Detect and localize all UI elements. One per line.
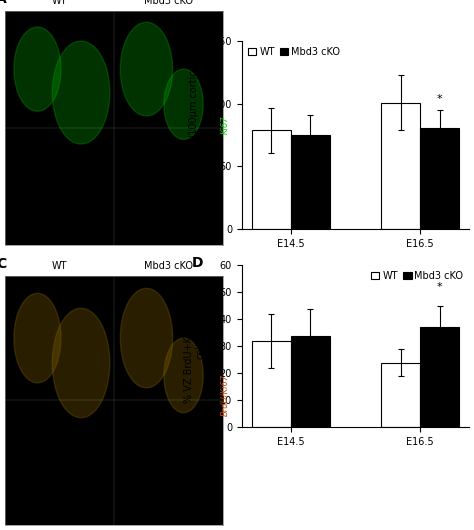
Text: A: A	[0, 0, 7, 6]
Bar	[252, 341, 291, 427]
Text: BrdU/Ki67: BrdU/Ki67	[221, 374, 229, 416]
Bar	[382, 363, 420, 427]
Bar	[420, 128, 459, 229]
Text: WT: WT	[52, 0, 67, 6]
Text: B: B	[191, 30, 202, 44]
Text: D: D	[191, 255, 203, 270]
Polygon shape	[120, 288, 173, 388]
Bar	[291, 335, 329, 427]
Polygon shape	[120, 22, 173, 116]
Polygon shape	[14, 27, 61, 111]
Bar	[420, 328, 459, 427]
Y-axis label: VZ Ki67+ cells/100μm cortical
length: VZ Ki67+ cells/100μm cortical length	[189, 61, 211, 209]
Polygon shape	[164, 69, 203, 139]
Text: Mbd3 cKO: Mbd3 cKO	[144, 261, 193, 271]
Polygon shape	[52, 308, 110, 418]
Legend: WT, Mbd3 cKO: WT, Mbd3 cKO	[246, 46, 341, 58]
Text: C: C	[0, 257, 6, 271]
Text: Ki67: Ki67	[221, 116, 229, 134]
Bar	[252, 130, 291, 229]
Bar	[382, 102, 420, 229]
Text: *: *	[437, 94, 442, 104]
Text: WT: WT	[52, 261, 67, 271]
Polygon shape	[14, 293, 61, 383]
Bar	[291, 135, 329, 229]
Y-axis label: % VZ BrdU+Ki67-/BrdU
cells/
100μm cortical length: % VZ BrdU+Ki67-/BrdU cells/ 100μm cortic…	[183, 290, 217, 403]
Text: Mbd3 cKO: Mbd3 cKO	[144, 0, 193, 6]
Text: *: *	[437, 282, 442, 293]
Polygon shape	[164, 338, 203, 413]
Legend: WT, Mbd3 cKO: WT, Mbd3 cKO	[370, 270, 465, 282]
Polygon shape	[52, 41, 110, 144]
